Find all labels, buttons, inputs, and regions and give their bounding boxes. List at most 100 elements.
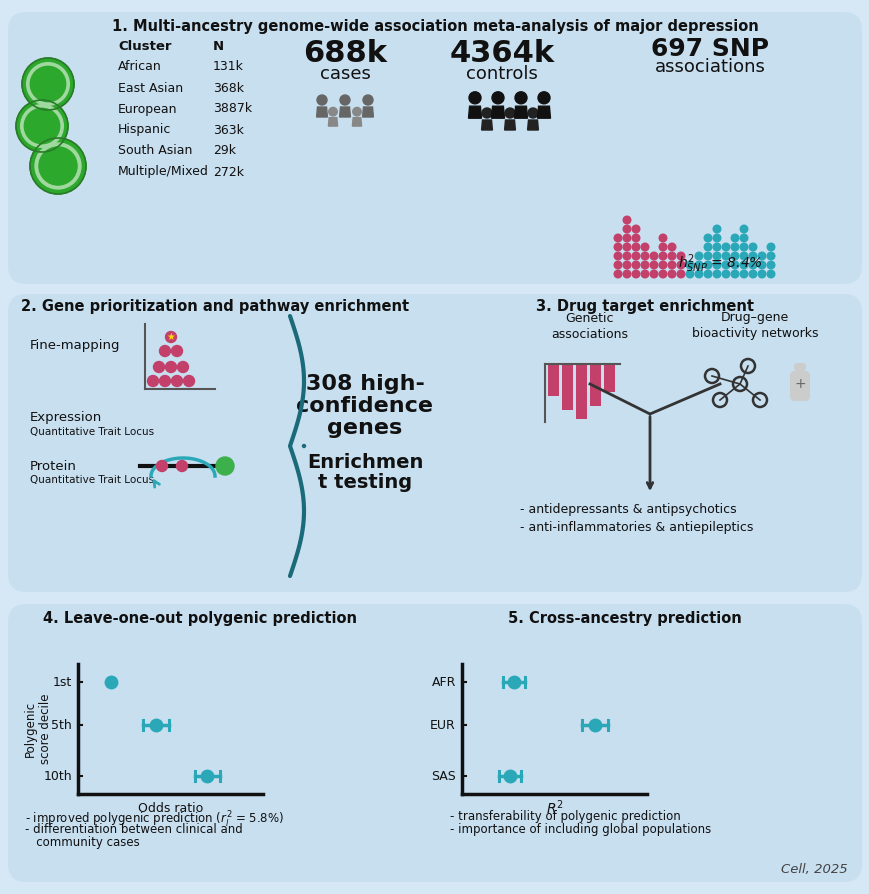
Text: 10th: 10th bbox=[43, 770, 72, 782]
Text: East Asian: East Asian bbox=[118, 81, 182, 95]
Polygon shape bbox=[537, 106, 550, 118]
Circle shape bbox=[165, 332, 176, 342]
Circle shape bbox=[686, 261, 693, 269]
Circle shape bbox=[614, 270, 621, 278]
Circle shape bbox=[640, 261, 648, 269]
Circle shape bbox=[766, 243, 774, 251]
Circle shape bbox=[667, 261, 675, 269]
Polygon shape bbox=[514, 106, 527, 118]
Text: 3. Drug target enrichment: 3. Drug target enrichment bbox=[535, 299, 753, 314]
Circle shape bbox=[352, 107, 361, 116]
Circle shape bbox=[527, 108, 537, 118]
Text: Genetic
associations: Genetic associations bbox=[551, 311, 627, 341]
Circle shape bbox=[640, 243, 648, 251]
Circle shape bbox=[649, 252, 657, 260]
Circle shape bbox=[316, 95, 327, 105]
Text: Quantitative Trait Locus: Quantitative Trait Locus bbox=[30, 475, 154, 485]
Text: 697 SNP: 697 SNP bbox=[650, 37, 768, 61]
Circle shape bbox=[39, 147, 77, 185]
Circle shape bbox=[340, 95, 349, 105]
Circle shape bbox=[302, 444, 305, 448]
Text: 4. Leave-one-out polygenic prediction: 4. Leave-one-out polygenic prediction bbox=[43, 611, 356, 627]
Text: 5. Cross-ancestry prediction: 5. Cross-ancestry prediction bbox=[507, 611, 741, 627]
Circle shape bbox=[35, 143, 81, 189]
Text: Cell, 2025: Cell, 2025 bbox=[780, 863, 847, 876]
Text: 4364k: 4364k bbox=[449, 39, 554, 69]
Circle shape bbox=[659, 270, 666, 278]
Circle shape bbox=[686, 270, 693, 278]
Circle shape bbox=[667, 243, 675, 251]
Circle shape bbox=[730, 234, 738, 241]
Circle shape bbox=[16, 100, 68, 152]
Circle shape bbox=[713, 225, 720, 232]
Circle shape bbox=[481, 108, 492, 118]
FancyBboxPatch shape bbox=[8, 12, 861, 284]
Bar bbox=[575, 364, 587, 419]
Polygon shape bbox=[316, 107, 327, 117]
Circle shape bbox=[632, 243, 639, 251]
Circle shape bbox=[676, 270, 684, 278]
Circle shape bbox=[740, 252, 747, 260]
Circle shape bbox=[721, 261, 729, 269]
Circle shape bbox=[649, 270, 657, 278]
Text: 688k: 688k bbox=[302, 39, 387, 69]
Circle shape bbox=[748, 270, 756, 278]
Text: genes: genes bbox=[327, 418, 402, 438]
Circle shape bbox=[713, 234, 720, 241]
Circle shape bbox=[730, 243, 738, 251]
Circle shape bbox=[362, 95, 373, 105]
Circle shape bbox=[703, 261, 711, 269]
Circle shape bbox=[171, 375, 182, 386]
Circle shape bbox=[468, 92, 481, 104]
Circle shape bbox=[22, 58, 74, 110]
Circle shape bbox=[703, 243, 711, 251]
Circle shape bbox=[165, 361, 176, 373]
Circle shape bbox=[713, 270, 720, 278]
Circle shape bbox=[183, 375, 195, 386]
Circle shape bbox=[640, 270, 648, 278]
FancyBboxPatch shape bbox=[8, 294, 861, 592]
Circle shape bbox=[659, 243, 666, 251]
Text: - transferability of polygenic prediction: - transferability of polygenic predictio… bbox=[449, 810, 680, 823]
Text: EUR: EUR bbox=[430, 719, 455, 731]
Text: t testing: t testing bbox=[317, 473, 412, 492]
Circle shape bbox=[30, 66, 65, 102]
Text: 2. Gene prioritization and pathway enrichment: 2. Gene prioritization and pathway enric… bbox=[21, 299, 408, 314]
Circle shape bbox=[721, 252, 729, 260]
Polygon shape bbox=[504, 120, 514, 130]
Text: AFR: AFR bbox=[431, 676, 455, 688]
Circle shape bbox=[659, 252, 666, 260]
Circle shape bbox=[659, 261, 666, 269]
Circle shape bbox=[171, 345, 182, 357]
Text: 308 high-: 308 high- bbox=[305, 374, 424, 394]
Text: +: + bbox=[793, 377, 805, 391]
Circle shape bbox=[27, 63, 70, 105]
Circle shape bbox=[622, 261, 630, 269]
Bar bbox=[561, 364, 573, 410]
Circle shape bbox=[676, 252, 684, 260]
Text: - antidepressants & antipsychotics: - antidepressants & antipsychotics bbox=[520, 503, 736, 517]
Text: 131k: 131k bbox=[213, 61, 243, 73]
Text: Drug–gene
bioactivity networks: Drug–gene bioactivity networks bbox=[691, 311, 818, 341]
Circle shape bbox=[614, 243, 621, 251]
Circle shape bbox=[614, 252, 621, 260]
Polygon shape bbox=[328, 118, 337, 126]
Text: - anti-inflammatories & antiepileptics: - anti-inflammatories & antiepileptics bbox=[520, 521, 753, 535]
Circle shape bbox=[721, 270, 729, 278]
Circle shape bbox=[492, 92, 503, 104]
Circle shape bbox=[757, 252, 765, 260]
Text: Multiple/Mixed: Multiple/Mixed bbox=[118, 165, 209, 179]
Circle shape bbox=[622, 225, 630, 232]
Text: 3887k: 3887k bbox=[213, 103, 252, 115]
Circle shape bbox=[694, 270, 702, 278]
Circle shape bbox=[159, 345, 170, 357]
Circle shape bbox=[694, 252, 702, 260]
Text: associations: associations bbox=[653, 58, 765, 76]
Circle shape bbox=[156, 460, 168, 471]
Text: Expression: Expression bbox=[30, 411, 103, 425]
Circle shape bbox=[667, 270, 675, 278]
Circle shape bbox=[148, 375, 158, 386]
Bar bbox=[603, 364, 614, 392]
Text: SAS: SAS bbox=[431, 770, 455, 782]
Text: Polygenic
score decile: Polygenic score decile bbox=[23, 694, 52, 764]
